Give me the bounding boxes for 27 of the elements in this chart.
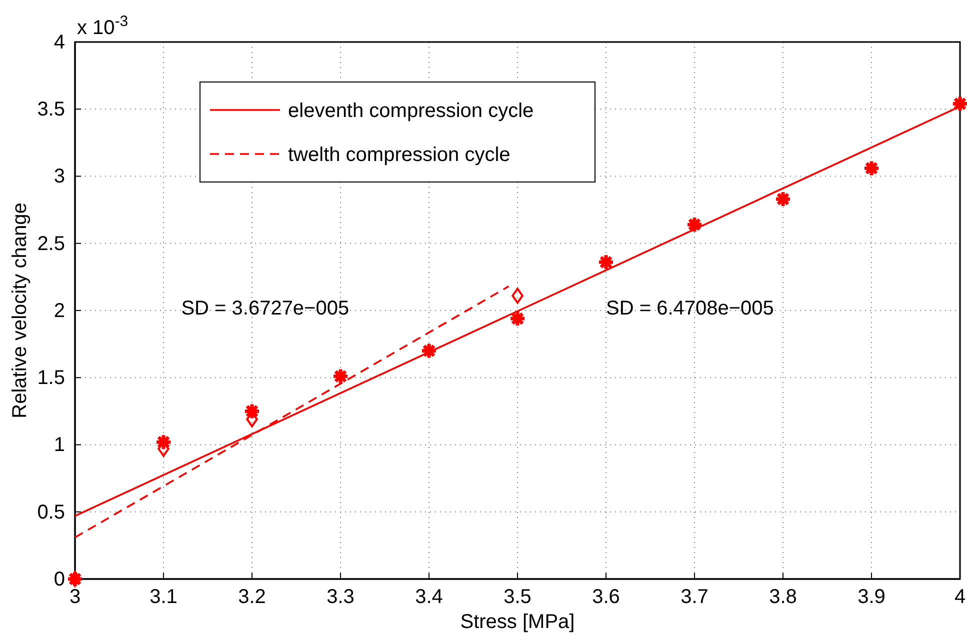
annotation: SD = 6.4708e−005 bbox=[606, 298, 774, 320]
y-tick-label: 2 bbox=[54, 300, 65, 322]
x-tick-label: 3.8 bbox=[769, 586, 797, 608]
y-tick-label: 0 bbox=[54, 568, 65, 590]
x-tick-label: 3.9 bbox=[858, 586, 886, 608]
y-tick-label: 1.5 bbox=[37, 367, 65, 390]
x-tick-label: 3.5 bbox=[504, 586, 532, 608]
x-tick-label: 3 bbox=[69, 586, 81, 608]
x-tick-label: 4 bbox=[954, 586, 966, 608]
y-axis-title: Relative velocity change bbox=[9, 202, 31, 418]
legend-label: eleventh compression cycle bbox=[288, 100, 534, 122]
x-tick-label: 3.1 bbox=[150, 586, 178, 608]
x-axis-title: Stress [MPa] bbox=[460, 611, 575, 633]
y-tick-label: 3 bbox=[54, 166, 65, 188]
legend-label: twelth compression cycle bbox=[288, 144, 510, 166]
x-tick-label: 3.6 bbox=[592, 586, 620, 608]
x-tick-label: 3.3 bbox=[326, 586, 354, 608]
x-tick-label: 3.7 bbox=[680, 586, 708, 608]
y-tick-label: 1 bbox=[54, 434, 65, 456]
annotation: SD = 3.6727e−005 bbox=[181, 298, 350, 320]
x-tick-label: 3.2 bbox=[238, 586, 266, 608]
text: x 10$^{-3}$ bbox=[77, 12, 128, 39]
y-tick-label: 0.5 bbox=[37, 501, 65, 524]
y-tick-label: 4 bbox=[54, 31, 65, 54]
y-tick-label: 2.5 bbox=[37, 232, 65, 255]
y-tick-label: 3.5 bbox=[37, 98, 65, 121]
x-tick-label: 3.4 bbox=[415, 586, 443, 608]
